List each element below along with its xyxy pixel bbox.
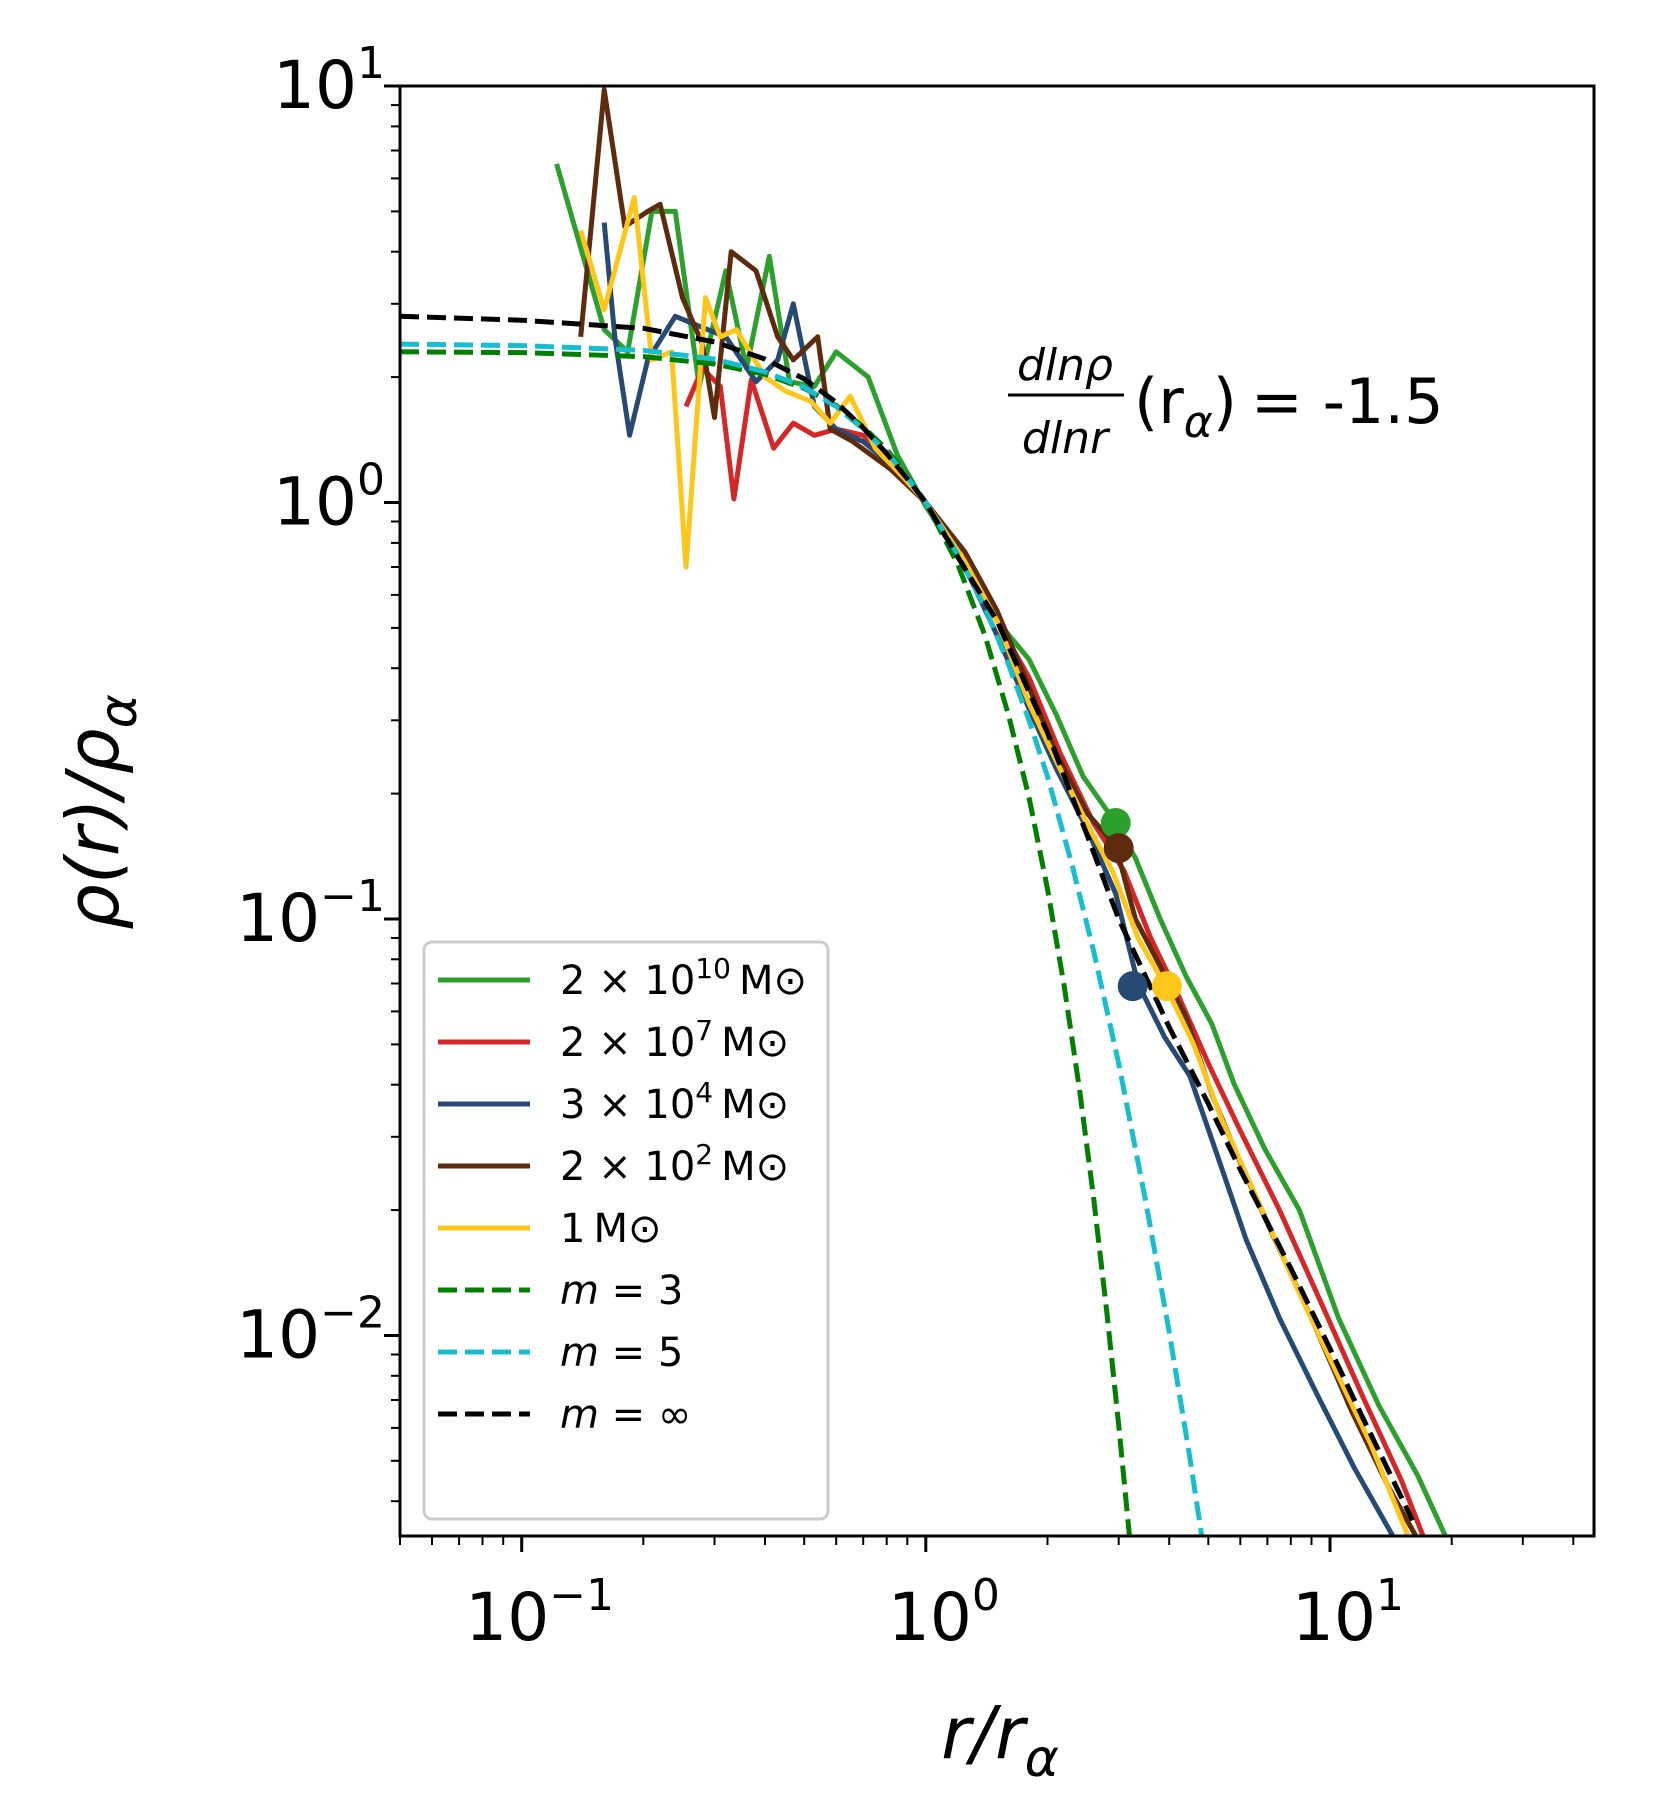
y-tick-label-2: 10−1 bbox=[236, 871, 385, 957]
legend-label-7-m-5: m = 5 bbox=[560, 1330, 683, 1376]
marker-1-2-10-10-m bbox=[1100, 808, 1131, 838]
legend: 2 × 1010 M⊙ 2 × 107 M⊙ 3 × 104 M⊙ 2 × 102 M⊙ 1 M⊙… bbox=[422, 940, 830, 1521]
annotation-argument: (rα) = -1.5 bbox=[1134, 365, 1444, 448]
marker-2-2-10-2-m bbox=[1103, 833, 1134, 864]
y-axis-label: ρ(r)/ρα bbox=[51, 694, 149, 930]
slope-annotation: dlnρ dlnr (rα) = -1.5 bbox=[1008, 340, 1444, 464]
marker-3-3-10-4-m bbox=[1117, 971, 1148, 1002]
series-line-8-m bbox=[400, 313, 1415, 1522]
tick-layer: 10−1 100 101 101 100 10−1 10−2 bbox=[236, 38, 1575, 1656]
marker-4-1-m bbox=[1152, 971, 1182, 1002]
y-tick-label-0: 101 bbox=[273, 38, 385, 124]
series-line-7-m-5 bbox=[400, 341, 1205, 1536]
y-tick-label-1: 100 bbox=[273, 454, 385, 540]
legend-label-4-2-10-2-m: 2 × 102 M⊙ bbox=[560, 1138, 789, 1190]
series-layer bbox=[400, 87, 1448, 1536]
legend-frame bbox=[422, 940, 830, 1521]
x-axis-label: r/rα bbox=[941, 1691, 1059, 1789]
legend-label-2-2-10-7-m: 2 × 107 M⊙ bbox=[560, 1014, 789, 1066]
legend-label-8-m: m = ∞ bbox=[560, 1392, 691, 1438]
annotation-denominator: dlnr bbox=[1022, 413, 1111, 464]
y-tick-label-3: 10−2 bbox=[236, 1287, 385, 1373]
x-tick-label-2: 101 bbox=[1292, 1570, 1404, 1656]
legend-label-1-2-10-10-m: 2 × 1010 M⊙ bbox=[560, 952, 807, 1004]
x-tick-label-0: 10−1 bbox=[465, 1570, 614, 1656]
x-tick-label-1: 100 bbox=[888, 1570, 1000, 1656]
legend-label-6-m-3: m = 3 bbox=[560, 1268, 683, 1314]
legend-label-5-1-m: 1 M⊙ bbox=[560, 1206, 661, 1252]
marker-layer bbox=[1100, 808, 1182, 1002]
plot-frame bbox=[398, 84, 1596, 1538]
legend-label-3-3-10-4-m: 3 × 104 M⊙ bbox=[560, 1076, 789, 1128]
annotation-numerator: dlnρ bbox=[1017, 340, 1113, 391]
